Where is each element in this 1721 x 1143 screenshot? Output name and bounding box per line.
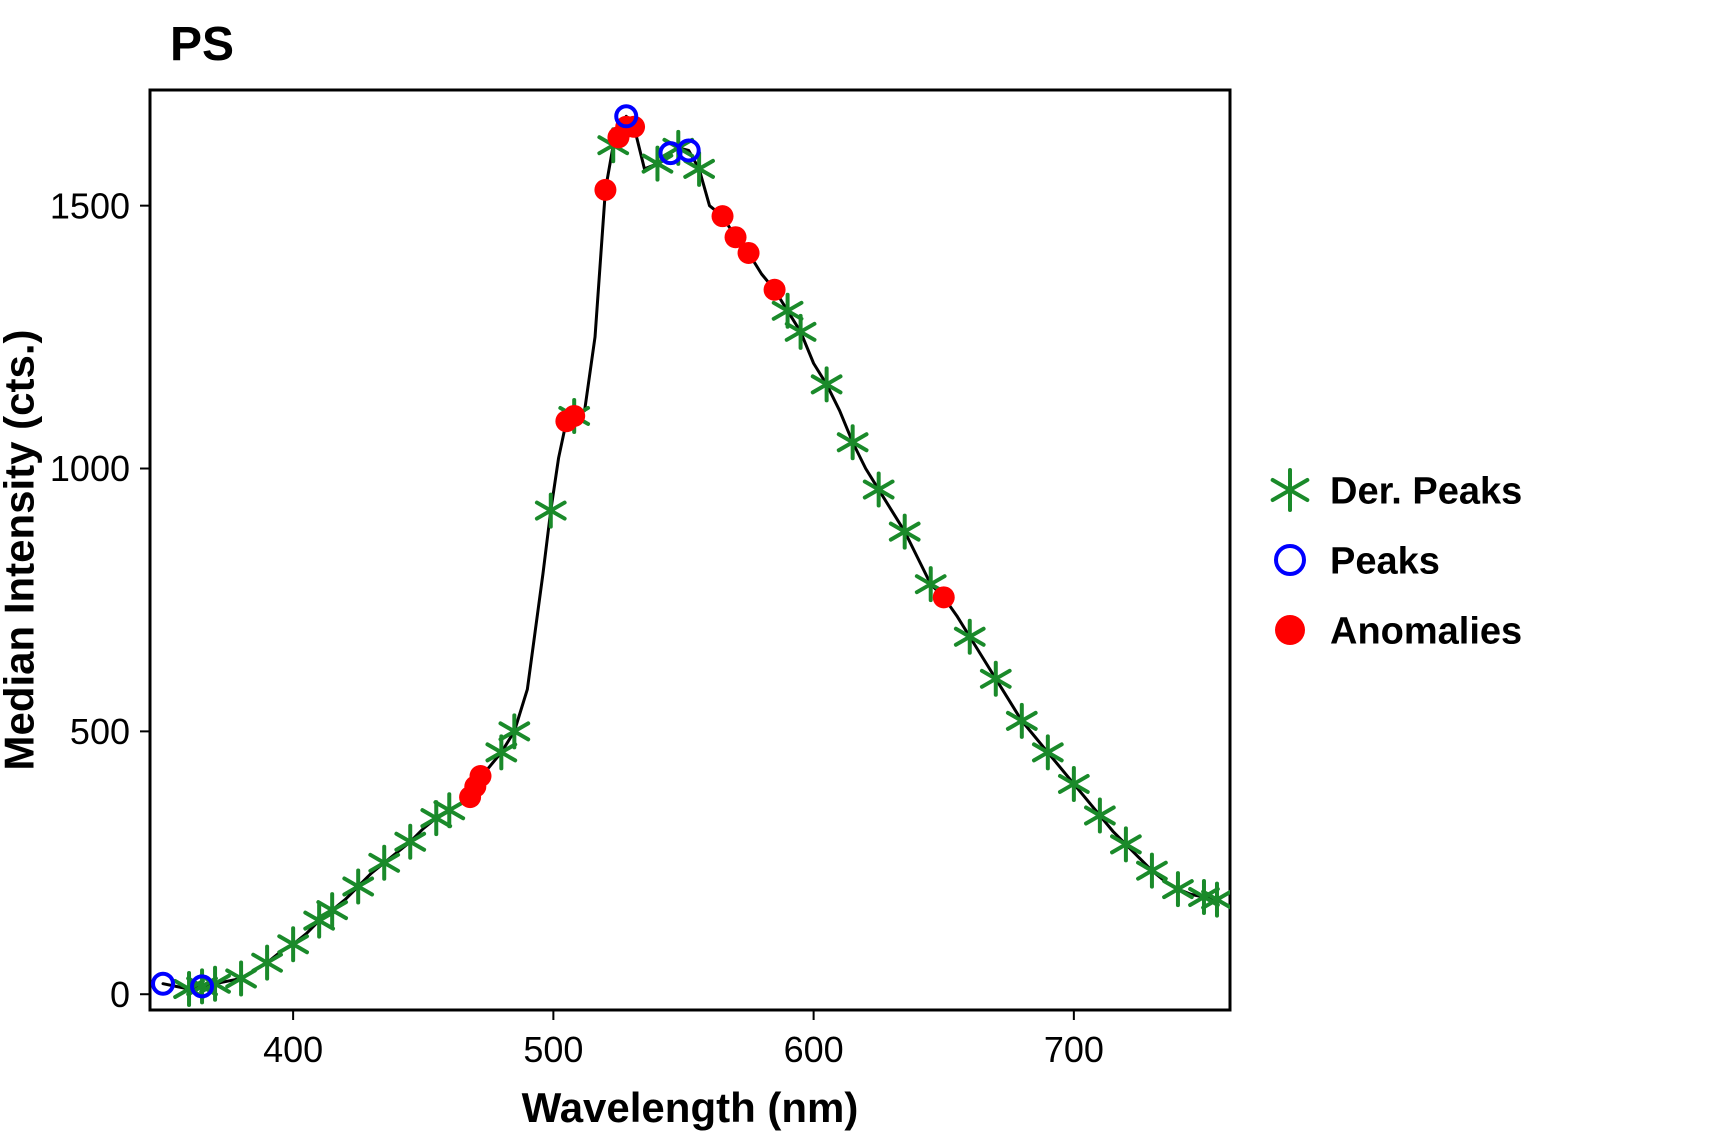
plot-title: PS [170,18,234,71]
y-tick-label: 500 [70,711,130,752]
x-tick-label: 600 [784,1029,844,1070]
plot-panel [150,90,1230,1010]
chart-svg: 400 500 600 700 0 500 1000 1500 Wavelength (nm) M… [0,0,1721,1143]
y-tick-label: 1000 [50,448,130,489]
y-axis-label: Median Intensity (cts.) [0,329,43,770]
legend-label-anomalies: Anomalies [1330,610,1522,652]
x-tick-label: 500 [523,1029,583,1070]
y-tick-label: 0 [110,974,130,1015]
y-tick-label: 1500 [50,185,130,226]
legend-label-der_peaks: Der. Peaks [1330,470,1522,512]
x-tick-label: 700 [1044,1029,1104,1070]
x-axis-label: Wavelength (nm) [522,1084,859,1131]
chart-container: 400 500 600 700 0 500 1000 1500 Wavelength (nm) M… [0,0,1721,1143]
x-tick-label: 400 [263,1029,323,1070]
legend-label-peaks: Peaks [1330,540,1440,582]
legend-icon-anomalies [1275,615,1305,645]
